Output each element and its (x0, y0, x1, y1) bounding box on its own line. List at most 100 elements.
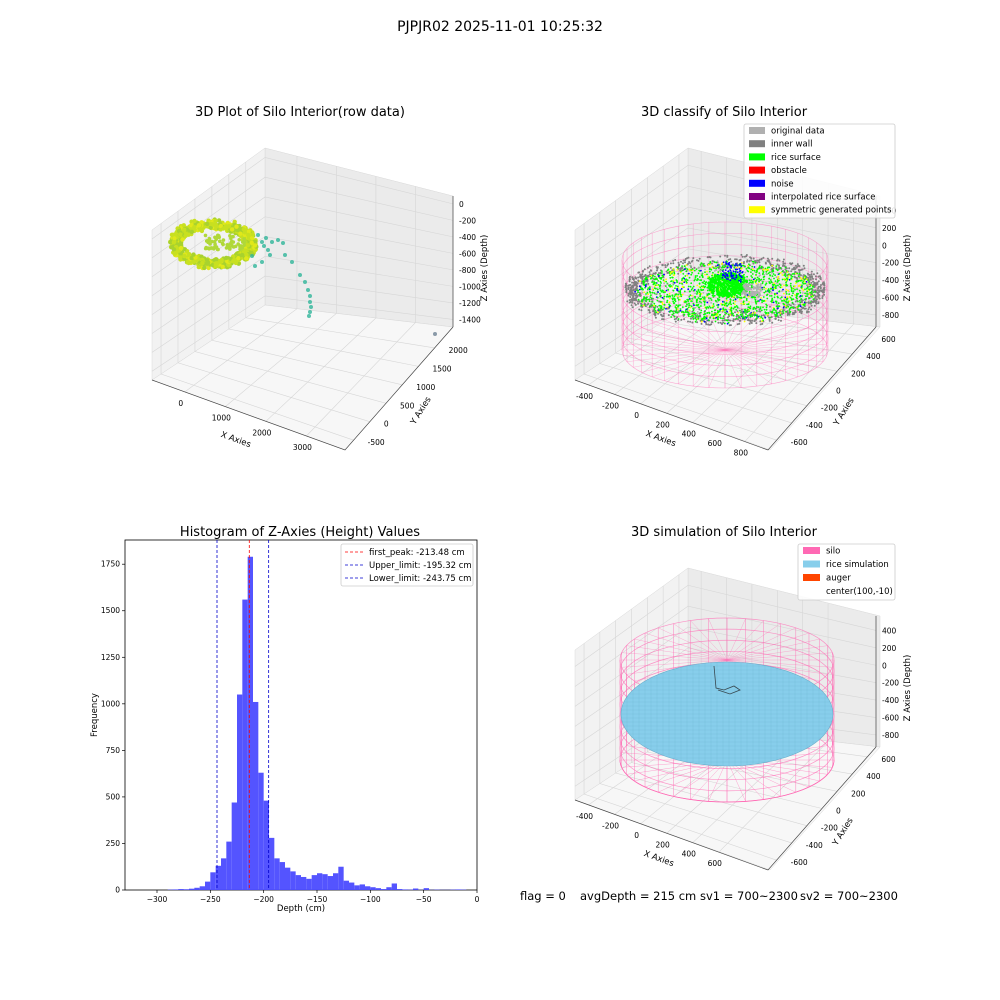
rice-surface-point (690, 305, 693, 308)
rice-surface-point (657, 308, 660, 310)
rice-surface-point (739, 294, 742, 297)
z-gridline (151, 256, 454, 334)
original-point (656, 293, 659, 295)
inner-wall-point (648, 271, 651, 274)
y-tick-label: 0 (836, 387, 841, 396)
noise-point (734, 264, 736, 267)
hist-bar (402, 889, 408, 890)
rice-surface-point (688, 302, 690, 305)
inner-wall-point (690, 317, 692, 320)
hist-bar (311, 875, 317, 890)
rice-surface-point (746, 308, 749, 311)
noise-point (645, 284, 647, 286)
noise-point (639, 285, 641, 288)
rice-surface-point (726, 304, 728, 307)
rice-surface-point (666, 301, 668, 304)
rice-surface-point (737, 276, 740, 279)
noise-point (693, 304, 695, 306)
rice-surface-point (808, 288, 810, 291)
symmetric-point (786, 271, 789, 273)
noise-point (644, 285, 647, 288)
silo-spoke (641, 349, 726, 373)
rice-surface-point (758, 272, 761, 274)
rice-surface-point (687, 313, 690, 316)
rice-surface-point (646, 291, 649, 294)
rice-surface-point (678, 290, 680, 293)
rice-surface-point (694, 276, 697, 279)
inner-wall-point (631, 281, 634, 284)
y-tick-label: 0 (836, 807, 841, 816)
rice-surface-point (798, 289, 801, 292)
original-point (743, 290, 746, 293)
z-tick-label: -1000 (459, 282, 481, 291)
raw-point (216, 218, 222, 223)
rice-surface-point (679, 289, 682, 291)
z-tick-label: 400 (882, 626, 897, 635)
symmetric-point (689, 306, 692, 309)
rice-surface-point (755, 269, 758, 272)
raw-point (308, 294, 312, 298)
rice-surface-point (730, 294, 733, 298)
noise-point (771, 286, 774, 289)
inner-wall-point (762, 256, 765, 259)
inner-wall-point (638, 291, 641, 294)
rice-surface-point (770, 311, 773, 313)
rice-surface-point (732, 282, 735, 286)
inner-wall-point (740, 253, 743, 256)
rice-surface-point (702, 288, 705, 291)
rice-surface-point (791, 294, 793, 297)
rice-surface-point (715, 288, 719, 292)
rice-surface-point (692, 308, 695, 310)
raw-point (212, 239, 217, 244)
noise-point (738, 268, 741, 270)
rice-surface-point (692, 285, 695, 288)
rice-surface-point (669, 284, 671, 286)
rice-surface-point (808, 297, 810, 300)
rice-surface-point (722, 317, 724, 320)
rice-surface-point (755, 279, 758, 282)
rice-surface-point (773, 277, 775, 280)
rice-surface-point (718, 296, 721, 299)
hist-bars (167, 556, 467, 890)
rice-surface-point (764, 284, 767, 286)
rice-surface-point (679, 291, 682, 294)
rice-surface-point (738, 296, 741, 299)
rice-surface-point (692, 302, 695, 305)
rice-surface-point (788, 293, 791, 295)
rice-surface-point (659, 287, 661, 290)
original-point (738, 307, 740, 309)
noise-point (759, 298, 762, 301)
rice-surface-point (727, 280, 731, 284)
rice-surface-point (677, 298, 680, 301)
rice-surface-point (749, 305, 752, 308)
silo-spoke (724, 349, 772, 385)
noise-point (729, 269, 732, 272)
rice-surface-point (657, 280, 660, 282)
noise-point (638, 288, 641, 291)
rice-surface-point (691, 314, 694, 317)
z-tick-label: -800 (459, 266, 476, 275)
symmetric-point (783, 292, 785, 295)
x-tick-label: 3000 (293, 443, 312, 452)
rice-surface-point (696, 304, 699, 307)
inner-wall-point (817, 302, 820, 305)
silo-spoke (708, 618, 728, 661)
noise-point (764, 316, 767, 319)
rice-surface-point (771, 269, 774, 272)
silo-spoke (724, 349, 823, 362)
rice-surface-point (801, 284, 803, 287)
rice-surface-point (727, 283, 730, 287)
inner-wall-point (629, 290, 632, 293)
rice-surface-point (725, 297, 728, 300)
inner-wall-point (748, 322, 751, 325)
rice-surface-point (701, 276, 704, 279)
rice-surface-point (723, 309, 725, 311)
noise-point (735, 274, 738, 277)
original-point (667, 283, 669, 286)
raw-point (217, 235, 221, 239)
inner-wall-point (790, 270, 793, 273)
rice-surface-point (778, 290, 780, 293)
silo-spoke (726, 620, 764, 661)
rice-surface-point (754, 277, 756, 280)
raw-point (172, 236, 177, 241)
